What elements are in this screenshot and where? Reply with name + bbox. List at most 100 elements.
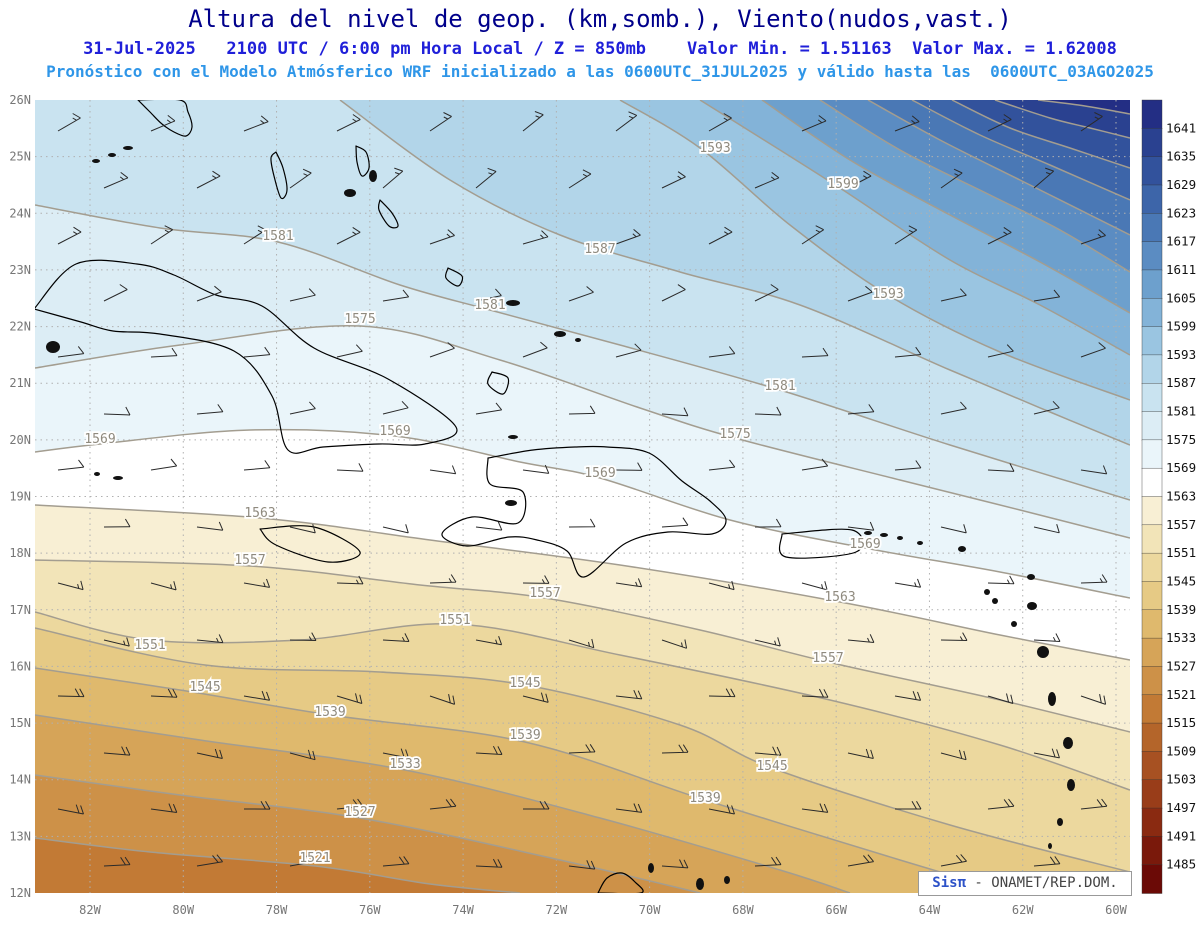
figure-subtitle-datetime: 31-Jul-2025 2100 UTC / 6:00 pm Hora Loca… (83, 39, 1117, 59)
contour-line-1545 (35, 627, 1130, 873)
colorbar-tick-label: 1599 (1166, 319, 1196, 334)
contour-label: 1569 (584, 466, 615, 481)
islet (696, 878, 704, 890)
wind-barb (522, 575, 550, 584)
wind-barb (289, 401, 316, 415)
wind-barb (754, 746, 782, 756)
wind-barb (150, 225, 173, 245)
wind-barb (847, 854, 874, 867)
wind-barb (243, 578, 271, 588)
wind-barb (196, 285, 222, 302)
wind-barb (615, 578, 643, 588)
colorbar-segment (1141, 354, 1163, 384)
wind-barb (894, 460, 922, 471)
colorbar-segment (1141, 751, 1163, 781)
colorbar-segment (1141, 694, 1163, 724)
islet (1063, 737, 1073, 749)
wind-barb (243, 800, 271, 810)
wind-barb (568, 405, 596, 415)
colorbar-tick-label: 1581 (1166, 404, 1196, 419)
contour-line-1629 (951, 100, 1130, 169)
contour-label: 1527 (344, 805, 375, 820)
contour-line-1623 (911, 100, 1130, 201)
contour-label: 1539 (509, 728, 540, 743)
wind-barb (429, 694, 456, 705)
islet (1027, 574, 1035, 580)
wind-barb (894, 691, 922, 701)
wind-barb (150, 803, 178, 813)
contour-label: 1557 (529, 586, 560, 601)
colorbar-segment (1141, 864, 1163, 894)
contour-label: 1569 (849, 537, 880, 552)
grid-lines (35, 100, 1130, 893)
watermark-brand: Sisπ (932, 875, 966, 891)
wind-barb (987, 114, 1012, 132)
wind-barb (568, 860, 596, 870)
wind-barb (103, 172, 129, 189)
wind-barb (475, 858, 503, 868)
wind-barb (987, 693, 1014, 704)
islet (508, 435, 518, 439)
wind-barb (568, 286, 594, 302)
contour-line-1641 (1037, 100, 1130, 115)
colorbar-segment (1141, 213, 1163, 243)
colorbar-segment (1141, 722, 1163, 753)
wind-barb (1033, 167, 1055, 189)
islet (897, 536, 903, 540)
wind-barb (568, 744, 596, 754)
lat-tick-label: 15N (9, 716, 31, 730)
contour-line-1551 (35, 611, 1130, 791)
wind-barb (57, 346, 85, 358)
wind-barb (336, 575, 364, 585)
wind-barb (57, 688, 85, 698)
wind-barb (289, 854, 316, 867)
wind-barb (708, 804, 735, 815)
colorbar-segment (1141, 298, 1163, 328)
wind-barb (475, 402, 503, 415)
contour-line-1575 (35, 324, 1130, 539)
coast-jamaica (259, 525, 361, 563)
wind-barb (103, 746, 131, 756)
colorbar-tick-label: 1563 (1166, 489, 1196, 504)
wind-barb (382, 633, 410, 642)
wind-barb (568, 518, 596, 528)
wind-barb (940, 854, 967, 867)
contour-label: 1563 (244, 506, 275, 521)
contour-label: 1569 (84, 432, 115, 447)
colorbar-tick-label: 1539 (1166, 602, 1196, 617)
contour-label: 1581 (474, 298, 505, 313)
wind-barb (1080, 574, 1108, 584)
wind-barb (289, 168, 312, 189)
lon-tick-label: 62W (1012, 903, 1034, 917)
contour-line-1587 (339, 100, 1130, 446)
figure-subtitle-model: Pronóstico con el Modelo Atmósferico WRF… (46, 62, 1154, 81)
islet (958, 546, 966, 552)
contour-label: 1581 (764, 379, 795, 394)
islet (108, 153, 116, 157)
islet (94, 472, 100, 476)
wind-barb (336, 344, 363, 358)
colorbar-tick-label: 1587 (1166, 375, 1196, 390)
wind-barb (243, 225, 267, 245)
wind-barb (847, 285, 873, 302)
wind-barb (382, 167, 404, 189)
wind-barb (150, 347, 178, 358)
contour-label: 1551 (439, 613, 470, 628)
wind-barb (289, 632, 317, 641)
wind-barb (940, 288, 967, 302)
coast-paraguana (597, 872, 644, 893)
wind-barb (429, 465, 457, 475)
colorbar-tick-label: 1521 (1166, 687, 1196, 702)
islet (344, 189, 356, 197)
lat-tick-label: 19N (9, 490, 31, 504)
islet (917, 541, 923, 545)
colorbar-tick-label: 1593 (1166, 347, 1196, 362)
wind-barb (243, 690, 271, 701)
wind-barb (475, 521, 503, 531)
wind-barb (429, 229, 455, 245)
contour-line-1533 (35, 714, 851, 893)
colorbar-segment (1141, 269, 1163, 299)
contour-label: 1545 (189, 680, 220, 695)
colorbar-tick-label: 1515 (1166, 715, 1196, 730)
wind-barb (522, 111, 544, 132)
